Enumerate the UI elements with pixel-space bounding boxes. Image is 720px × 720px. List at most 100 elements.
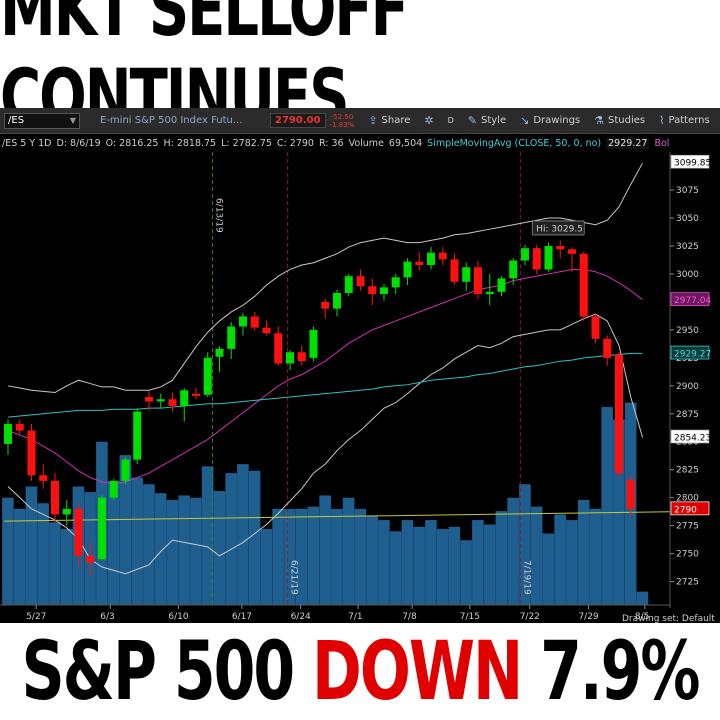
drawings-label: Drawings [533, 115, 581, 126]
info-sma-value: 2929.27 [606, 137, 650, 149]
candle-body [427, 252, 435, 265]
share-label: Share [381, 115, 411, 126]
volume-bar [366, 515, 378, 605]
candle-body [450, 259, 459, 282]
price-tag-text: 2790 [674, 505, 697, 515]
price-chart[interactable]: 6/13/19 6/21/19 7/19/19 Hi: 3029.5 2725 2750 2… [0, 108, 720, 623]
y-axis-tick-label: 2750 [676, 550, 699, 560]
drawings-button[interactable]: ↘ Drawings [520, 114, 580, 127]
y-axis-tick-label: 2775 [676, 522, 699, 532]
volume-bar [483, 524, 496, 605]
candle-body [215, 348, 224, 357]
x-axis-tick-label: 6/24 [291, 612, 311, 622]
volume-bar [307, 506, 320, 605]
volume-bar [472, 520, 484, 605]
info-symbol-period: /ES 5 Y 1D [2, 137, 52, 149]
volume-bar [507, 497, 519, 605]
candle-body [438, 252, 447, 260]
volume-bar [413, 526, 425, 605]
y-axis-background [670, 152, 720, 623]
bollinger-upper-line [7, 162, 643, 394]
y-axis-tick-label: 3075 [676, 186, 699, 196]
volume-bar [601, 407, 613, 605]
info-sma-label: SimpleMovingAvg (CLOSE, 50, 0, no) [427, 137, 602, 149]
info-range: R: 36 [318, 137, 344, 149]
volume-bar [589, 508, 602, 605]
candle-body [556, 245, 565, 250]
volume-bar [566, 520, 578, 605]
drawing-set-label: Drawing set: Default [622, 614, 715, 623]
share-button[interactable]: ⇪ Share [368, 114, 410, 127]
volume-bar [354, 508, 367, 605]
y-axis-tick-label: 3000 [676, 270, 699, 280]
symbol-value: /ES [8, 114, 25, 126]
info-volume-label: Volume [348, 137, 384, 149]
candle-body [485, 291, 494, 295]
high-label-text: Hi: 3029.5 [536, 224, 583, 234]
high-label-box [531, 220, 585, 236]
volume-bar [166, 499, 179, 605]
volume-bar [331, 508, 343, 605]
volume-bar [107, 480, 120, 605]
volume-bar [13, 508, 26, 605]
volume-bar [143, 484, 155, 605]
volume-bar [577, 499, 590, 605]
candle-body [239, 316, 247, 327]
volume-bar [225, 473, 237, 605]
candle-body [321, 301, 330, 309]
drawing-mode-button[interactable]: D [448, 116, 454, 125]
headline-bottom-part2: DOWN [312, 624, 523, 719]
settings-button[interactable]: ✲ [424, 114, 433, 127]
price-tag-text: 2977.04 [674, 296, 711, 306]
info-bb-label: BollingerBands ... [654, 137, 670, 149]
price-tag-text: 3099.85 [674, 159, 711, 169]
price-tag-box [670, 501, 710, 516]
style-button[interactable]: ✎ Style [468, 114, 506, 127]
candle-body [297, 352, 306, 362]
info-close: C: 2790 [276, 137, 314, 149]
candle-body [474, 267, 482, 295]
volume-bar [213, 490, 226, 605]
volume-bar [2, 497, 14, 605]
event-label: 6/13/19 [213, 198, 223, 233]
candle-body [109, 480, 118, 498]
candle-body [380, 287, 388, 295]
volume-bar [401, 520, 414, 605]
info-open: O: 2816.25 [105, 137, 159, 149]
candle-body [203, 357, 212, 395]
volume-bar [272, 508, 284, 605]
volume-bar [237, 464, 249, 605]
candle-body [309, 329, 318, 358]
volume-bar [554, 514, 566, 605]
volume-bar [295, 508, 308, 605]
volume-bar [342, 497, 355, 605]
price-tag-box [670, 154, 710, 169]
symbol-input[interactable]: /ES ▼ [4, 112, 80, 129]
volume-bar [178, 495, 190, 605]
event-label: 6/21/19 [289, 560, 299, 595]
candle-body [74, 508, 83, 556]
x-axis-tick-label: 6/17 [232, 612, 252, 622]
candle-body [227, 326, 236, 349]
volume-bar [530, 506, 543, 605]
candle-body [121, 459, 130, 481]
symbol-description: E-mini S&P 500 Index Futu... [100, 115, 243, 126]
x-axis-tick-label: 8/5 [635, 612, 649, 622]
candle-body [368, 286, 377, 295]
candle-body [344, 276, 353, 293]
patterns-button[interactable]: ⌇ Patterns [659, 114, 710, 127]
studies-button[interactable]: ⚗ Studies [594, 114, 645, 127]
candle-body [521, 248, 529, 261]
candle-body [86, 555, 95, 563]
flask-icon: ⚗ [594, 114, 605, 127]
candle-body [180, 390, 189, 406]
headline-bottom-part3: 7.9% [521, 624, 700, 719]
headline-bottom-line: S&P 500 DOWN 7.9% [21, 624, 700, 719]
candle-body [39, 475, 48, 481]
studies-label: Studies [608, 115, 646, 126]
volume-bar [154, 493, 167, 605]
style-label: Style [481, 115, 507, 126]
y-axis-tick-label: 2825 [676, 466, 699, 476]
info-date: D: 8/6/19 [56, 137, 101, 149]
y-axis-tick-label: 2725 [676, 578, 699, 588]
